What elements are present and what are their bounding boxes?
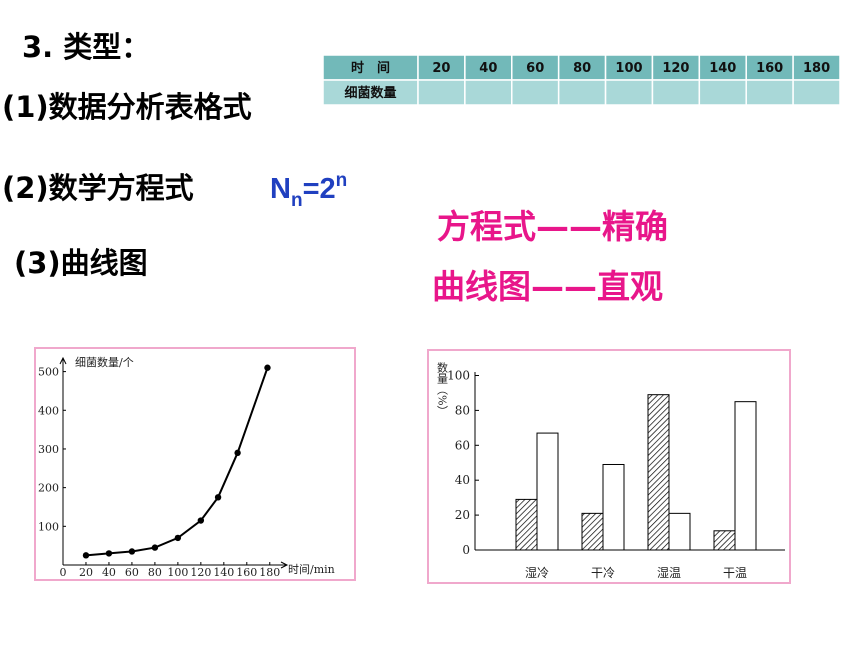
x-tick-label: 干冷 [591, 566, 615, 580]
bar [713, 530, 736, 551]
chart-frame [34, 347, 356, 581]
y-tick-label: 20 [455, 508, 470, 522]
table-cell [792, 79, 841, 106]
x-tick-label: 120 [190, 566, 211, 579]
table-cell [651, 79, 701, 106]
x-tick-label: 40 [102, 566, 116, 579]
table-cell [698, 54, 747, 81]
point [234, 449, 241, 457]
table-row-label: 细菌数量 [344, 85, 396, 101]
chart-frame [427, 349, 791, 584]
point [128, 548, 136, 555]
bar [668, 512, 691, 551]
y-tick-label: 100 [447, 368, 470, 382]
y-tick-label: 100 [38, 520, 59, 533]
item: (2)数学方程式 [2, 171, 194, 205]
x-tick-label: 180 [259, 566, 280, 579]
table-cell [464, 54, 513, 81]
bar [647, 394, 670, 551]
table-header: 时 间 [351, 60, 390, 76]
table-cell [792, 54, 841, 81]
axis-label: 数量（%） [436, 362, 449, 417]
table-cell [604, 54, 654, 81]
y-tick-label: 0 [462, 543, 470, 557]
table-cell [511, 79, 560, 106]
y-tick-label: 80 [455, 403, 470, 417]
point [264, 364, 271, 371]
table-header: 20 [432, 61, 450, 76]
point [105, 550, 113, 557]
x-tick-label: 160 [236, 566, 257, 579]
table-cell [557, 79, 607, 106]
table-header: 120 [662, 61, 689, 76]
table-cell [557, 54, 607, 81]
x-tick-label: 0 [60, 566, 67, 579]
point [174, 534, 182, 542]
axis-label: 时间/min [288, 563, 335, 576]
table-cell [417, 79, 466, 106]
axis-label: 细菌数量/个 [75, 356, 134, 369]
table-header: 80 [573, 61, 591, 76]
bar [515, 498, 538, 551]
point [214, 494, 222, 501]
point [197, 517, 205, 524]
x-tick-label: 80 [148, 566, 162, 579]
x-tick-label: 140 [213, 566, 234, 579]
item: (3)曲线图 [14, 246, 148, 280]
point [151, 544, 159, 551]
table-cell [464, 79, 513, 106]
y-tick-label: 500 [38, 366, 59, 379]
table-header: 180 [803, 61, 830, 76]
arrow [59, 356, 67, 365]
x-tick-label: 湿温 [657, 565, 681, 580]
note: 曲线图——直观 [432, 267, 663, 306]
point [82, 552, 90, 559]
equation: Nn=2n [270, 170, 347, 211]
x-tick-label: 60 [125, 566, 139, 579]
y-tick-label: 60 [455, 438, 470, 452]
x-tick-label: 湿冷 [525, 565, 549, 580]
y-tick-label: 40 [455, 473, 470, 487]
table-header: 40 [479, 61, 497, 76]
x-tick-label: 20 [79, 566, 93, 579]
x-tick-label: 干温 [723, 566, 747, 580]
y-tick-label: 400 [38, 404, 59, 417]
table-header: 140 [709, 61, 736, 76]
item: (1)数据分析表格式 [2, 90, 252, 124]
table-cell [745, 79, 794, 106]
bar [536, 432, 559, 551]
table-header: 60 [526, 61, 544, 76]
table-header: 160 [756, 61, 783, 76]
y-tick-label: 200 [38, 482, 59, 495]
bar [581, 512, 604, 551]
arrow [280, 561, 289, 569]
table-cell [322, 54, 419, 81]
bar [602, 463, 625, 551]
table-cell [322, 79, 419, 106]
x-tick-label: 100 [167, 566, 188, 579]
y-tick-label: 300 [38, 443, 59, 456]
table-header: 100 [615, 61, 642, 76]
bar [734, 401, 757, 551]
table-cell [511, 54, 560, 81]
table-cell [698, 79, 747, 106]
heading: 3. 类型： [22, 30, 150, 64]
note: 方程式——精确 [437, 207, 668, 246]
table-cell [604, 79, 654, 106]
